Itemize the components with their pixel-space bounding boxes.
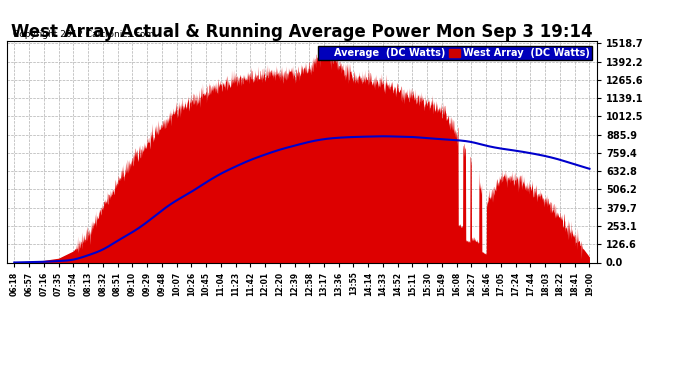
Title: West Array Actual & Running Average Power Mon Sep 3 19:14: West Array Actual & Running Average Powe… [11, 23, 593, 41]
Text: Copyright 2012 Cartronics.com: Copyright 2012 Cartronics.com [13, 30, 154, 39]
Legend: Average  (DC Watts), West Array  (DC Watts): Average (DC Watts), West Array (DC Watts… [318, 46, 592, 60]
